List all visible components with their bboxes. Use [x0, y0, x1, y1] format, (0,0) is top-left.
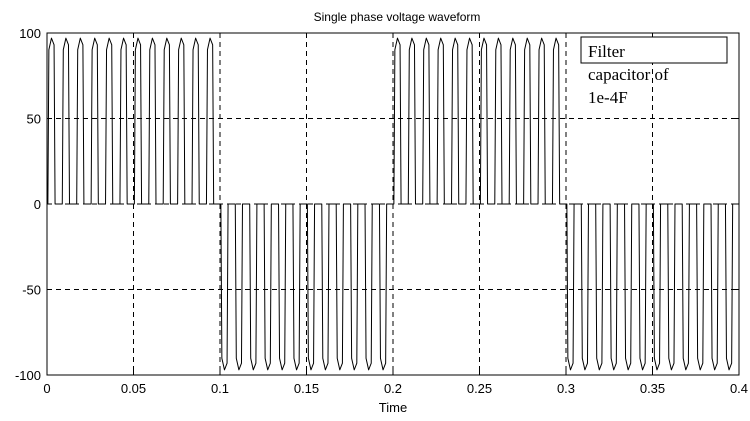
- annotation-line-2: capacitor of: [588, 65, 669, 84]
- y-axis-ticks: -100 -50 0 50 100: [15, 26, 739, 383]
- x-tick-label: 0.2: [384, 381, 402, 396]
- x-axis-label: Time: [379, 400, 407, 415]
- x-tick-label: 0.3: [557, 381, 575, 396]
- annotation-frame: [580, 36, 728, 64]
- annotation-line-1: Filter: [588, 42, 625, 61]
- x-tick-label: 0.25: [467, 381, 492, 396]
- y-tick-label: 0: [34, 197, 41, 212]
- x-axis-ticks: 0 0.05 0.1 0.15 0.2 0.25 0.3 0.35 0.4: [43, 33, 748, 396]
- x-tick-label: 0.4: [730, 381, 748, 396]
- chart-title: Single phase voltage waveform: [314, 10, 481, 24]
- annotation: Filter capacitor of 1e-4F: [580, 36, 728, 107]
- x-tick-label: 0.05: [121, 381, 146, 396]
- x-tick-label: 0.35: [640, 381, 665, 396]
- x-tick-label: 0.15: [294, 381, 319, 396]
- x-tick-label: 0: [43, 381, 50, 396]
- y-tick-label: -50: [22, 283, 41, 298]
- waveform-series: [47, 37, 739, 371]
- annotation-line-3: 1e-4F: [588, 88, 628, 107]
- x-tick-label: 0.1: [211, 381, 229, 396]
- voltage-waveform-line: [47, 37, 739, 371]
- y-tick-label: -100: [15, 368, 41, 383]
- y-tick-label: 50: [27, 112, 41, 127]
- y-tick-label: 100: [19, 26, 41, 41]
